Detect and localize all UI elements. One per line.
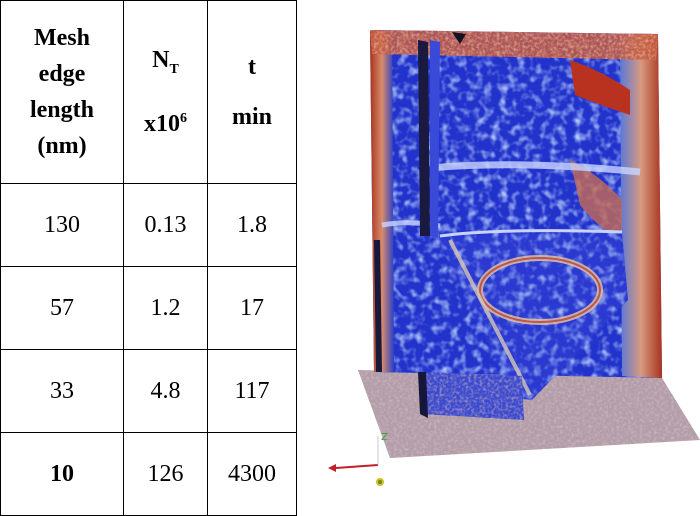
table-header-row: Mesh edge length (nm) NT x106 t min xyxy=(0,0,297,184)
front-block xyxy=(418,372,524,420)
table-row: 130 0.13 1.8 xyxy=(0,183,297,267)
mesh-table: Mesh edge length (nm) NT x106 t min 130 … xyxy=(0,0,297,516)
cell-edge: 57 xyxy=(0,266,124,350)
table-row: 57 1.2 17 xyxy=(0,266,297,350)
cell-time: 1.8 xyxy=(207,183,297,267)
cell-nt: 4.8 xyxy=(123,349,208,433)
mesh-render: Z xyxy=(328,30,700,486)
axis-triad: Z xyxy=(328,432,388,486)
cell-edge: 33 xyxy=(0,349,124,433)
table-row: 10 126 4300 xyxy=(0,432,297,516)
header-time: t min xyxy=(207,0,297,184)
cell-time: 17 xyxy=(207,266,297,350)
cell-nt: 0.13 xyxy=(123,183,208,267)
cell-edge: 10 xyxy=(0,432,124,516)
axis-z-label: Z xyxy=(381,432,388,443)
funnel-shape xyxy=(438,229,628,400)
header-nt: NT x106 xyxy=(123,0,208,184)
cell-edge: 130 xyxy=(0,183,124,267)
cell-nt: 1.2 xyxy=(123,266,208,350)
back-wall xyxy=(370,30,662,378)
header-mesh-edge-length: Mesh edge length (nm) xyxy=(0,0,124,184)
table-row: 33 4.8 117 xyxy=(0,349,297,433)
cell-nt: 126 xyxy=(123,432,208,516)
top-notch xyxy=(452,32,466,44)
cell-time: 4300 xyxy=(207,432,297,516)
cell-time: 117 xyxy=(207,349,297,433)
